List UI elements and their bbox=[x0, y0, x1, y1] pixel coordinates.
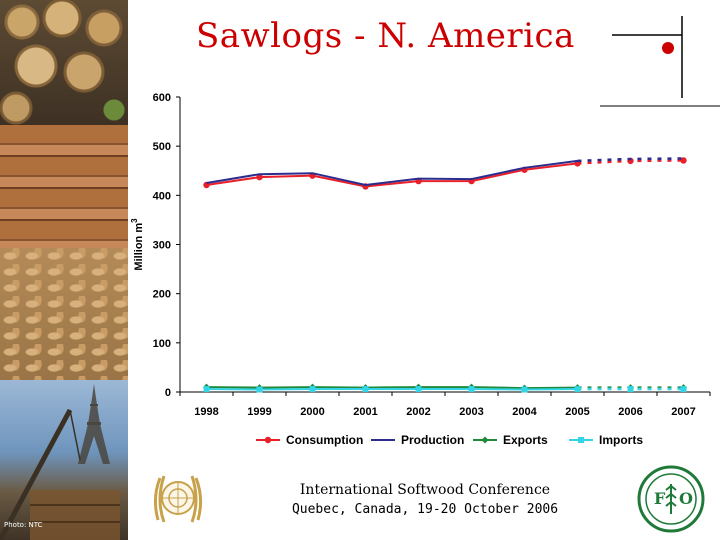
data-point-imports bbox=[574, 386, 581, 393]
data-point-imports bbox=[521, 386, 528, 393]
data-point-imports bbox=[415, 386, 422, 393]
y-tick-label: 300 bbox=[153, 240, 171, 252]
legend-marker-imports bbox=[578, 437, 584, 443]
x-tick-label: 2002 bbox=[406, 406, 430, 418]
legend-label-imports: Imports bbox=[599, 433, 643, 447]
series-production bbox=[206, 157, 684, 187]
photo-collage: Photo: NTC bbox=[0, 0, 128, 540]
fao-logo-icon: F O bbox=[637, 465, 705, 533]
eiffel-tower-icon bbox=[78, 384, 110, 464]
y-tick-label: 100 bbox=[153, 338, 171, 350]
conference-title: International Softwood Conference bbox=[299, 482, 551, 498]
sawlogs-line-chart: 0 100 200 300 400 500 600 1998 1999 2000 2001 2002… bbox=[130, 92, 711, 447]
data-point-imports bbox=[256, 386, 263, 393]
x-tick-label: 2006 bbox=[618, 406, 642, 418]
legend-label-consumption: Consumption bbox=[286, 433, 363, 447]
photo-log-ends bbox=[0, 0, 128, 125]
series-imports bbox=[203, 386, 687, 393]
data-point-imports bbox=[362, 386, 369, 393]
y-axis-title-sup: 3 bbox=[130, 218, 139, 223]
data-point-imports bbox=[309, 386, 316, 393]
photo-credit: Photo: NTC bbox=[4, 521, 43, 529]
series-line-exports bbox=[206, 386, 578, 390]
x-tick-label: 2004 bbox=[512, 406, 537, 418]
legend-label-exports: Exports bbox=[503, 433, 548, 447]
y-tick-label: 0 bbox=[165, 387, 171, 399]
data-point-consumption bbox=[256, 173, 263, 181]
conference-location-date: Quebec, Canada, 19-20 October 2006 bbox=[291, 502, 559, 517]
y-tick-label: 400 bbox=[153, 190, 171, 202]
data-point-consumption bbox=[680, 157, 687, 164]
legend: Consumption Production Exports Imports bbox=[256, 433, 643, 447]
svg-text:F: F bbox=[654, 489, 666, 508]
y-axis-title-main: Million m bbox=[133, 223, 145, 271]
data-point-imports bbox=[627, 386, 634, 393]
y-tick-label: 200 bbox=[153, 289, 171, 301]
data-point-imports bbox=[468, 386, 475, 393]
x-tick-label: 1999 bbox=[247, 406, 271, 418]
legend-label-production: Production bbox=[401, 433, 464, 447]
x-tick-label: 2007 bbox=[671, 406, 695, 418]
y-axis: 0 100 200 300 400 500 600 bbox=[153, 92, 181, 399]
y-tick-label: 500 bbox=[153, 141, 171, 153]
series-line-consumption bbox=[206, 162, 578, 188]
x-tick-label: 2005 bbox=[565, 406, 589, 418]
crosshair-decoration-icon bbox=[600, 16, 720, 107]
y-axis-title: Million m3 bbox=[130, 218, 145, 271]
series-line-forecast-production bbox=[577, 157, 684, 163]
x-tick-label: 2001 bbox=[353, 406, 377, 418]
x-tick-label: 2003 bbox=[459, 406, 483, 418]
series-layer bbox=[203, 157, 687, 393]
crane-icon bbox=[0, 408, 120, 540]
x-tick-label: 2000 bbox=[300, 406, 324, 418]
data-point-imports bbox=[680, 386, 687, 393]
y-tick-label: 600 bbox=[153, 92, 171, 104]
svg-text:O: O bbox=[679, 489, 693, 508]
slide-title: Sawlogs - N. America bbox=[196, 16, 575, 56]
legend-marker-exports bbox=[481, 436, 489, 444]
x-tick-label: 1998 bbox=[194, 406, 218, 418]
un-emblem-icon bbox=[153, 475, 203, 523]
data-point-imports bbox=[203, 386, 210, 393]
legend-marker-consumption bbox=[264, 436, 272, 444]
x-axis: 1998 1999 2000 2001 2002 2003 2004 2005 2006 2007 bbox=[179, 391, 711, 418]
photo-wood-pellets bbox=[0, 248, 128, 380]
series-line-production bbox=[206, 159, 578, 187]
photo-lumber-boards bbox=[0, 125, 128, 248]
